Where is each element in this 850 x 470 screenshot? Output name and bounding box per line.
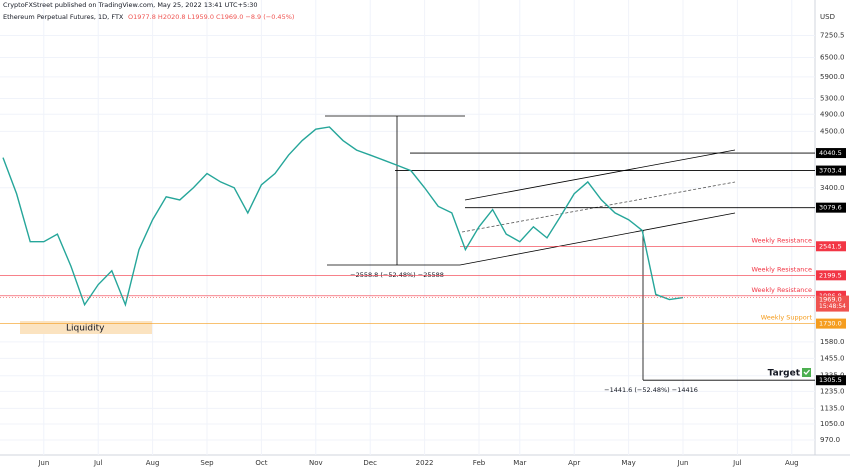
x-tick-label: May	[621, 459, 635, 467]
x-tick-label: Aug	[785, 459, 799, 467]
y-tick-label: 1580.0	[820, 338, 845, 346]
countdown: 15:48:54	[819, 303, 846, 310]
level-tag-label: 3079.6	[819, 204, 842, 212]
level-tag-label: 2541.5	[819, 242, 842, 250]
y-tick-label: 1235.0	[820, 387, 845, 395]
x-tick-label: Jul	[93, 459, 103, 467]
level-tag-label: 2199.5	[819, 271, 842, 279]
channel-lower	[459, 212, 736, 266]
x-tick-label: Jun	[37, 459, 49, 467]
x-tick-label: Dec	[363, 459, 377, 467]
y-tick-label: 7250.5	[820, 31, 845, 39]
last-price-label: 1969.0	[819, 296, 842, 304]
level-tag	[816, 270, 846, 281]
level-tag	[816, 318, 846, 329]
level-tag-label: 1305.5	[819, 376, 842, 384]
y-tick-label: 3400.0	[820, 184, 845, 192]
level-tag	[816, 241, 846, 252]
x-tick-label: Mar	[513, 459, 526, 467]
x-tick-label: Oct	[255, 459, 267, 467]
y-tick-label: 1050.0	[820, 420, 845, 428]
level-tag-label: 1730.0	[819, 320, 842, 328]
level-note: Weekly Support	[761, 314, 813, 322]
target-label: Target	[768, 369, 801, 379]
symbol: Ethereum Perpetual Futures, 1D, FTX	[3, 13, 124, 21]
level-note: Weekly Resistance	[751, 265, 812, 273]
liquidity-label: Liquidity	[66, 324, 105, 334]
drawings	[325, 115, 736, 380]
x-tick-label: Sep	[200, 459, 214, 467]
y-tick-label: 5300.0	[820, 94, 845, 102]
check-mark	[803, 369, 810, 375]
level-tag-label: 3703.4	[819, 167, 842, 175]
y-tick-label: 6500.0	[820, 53, 845, 61]
liquidity-zone	[20, 321, 152, 334]
level-tag	[816, 165, 846, 176]
level-note: Weekly Resistance	[751, 236, 812, 244]
channel-mid	[461, 181, 736, 233]
y-tick-label: 970.0	[820, 436, 840, 444]
x-tick-label: 2022	[416, 459, 434, 467]
x-tick-label: Aug	[146, 459, 160, 467]
x-tick-label: Jul	[732, 459, 742, 467]
y-tick-label: 1455.0	[820, 354, 845, 362]
level-tag	[816, 202, 846, 213]
x-tick-label: Jun	[677, 459, 689, 467]
y-tick-label: 4500.0	[820, 127, 845, 135]
x-tick-label: Feb	[473, 459, 486, 467]
y-tick-label: 1135.0	[820, 404, 845, 412]
level-tag	[816, 148, 846, 159]
level-tag-label: 4040.5	[819, 149, 842, 157]
level-note: Weekly Resistance	[751, 286, 812, 294]
y-tick-label: 5900.0	[820, 73, 845, 81]
price-line	[2, 126, 684, 308]
measure-label: −1441.6 (−52.48%) −14416	[604, 386, 698, 394]
level-tag	[816, 375, 846, 386]
x-tick-label: Apr	[568, 459, 580, 467]
channel-upper	[464, 149, 736, 201]
publisher: CryptoFXStreet published on TradingView.…	[3, 1, 258, 9]
y-tick-label: 4900.0	[820, 110, 845, 118]
y-axis-label: USD	[820, 13, 835, 21]
ohlc: O1977.8 H2020.8 L1959.0 C1969.0 −8.9 (−0…	[128, 13, 294, 21]
measure-label: −2558.8 (−52.48%) −25588	[350, 271, 444, 279]
x-tick-label: Nov	[309, 459, 323, 467]
last-price-tag	[816, 295, 849, 312]
